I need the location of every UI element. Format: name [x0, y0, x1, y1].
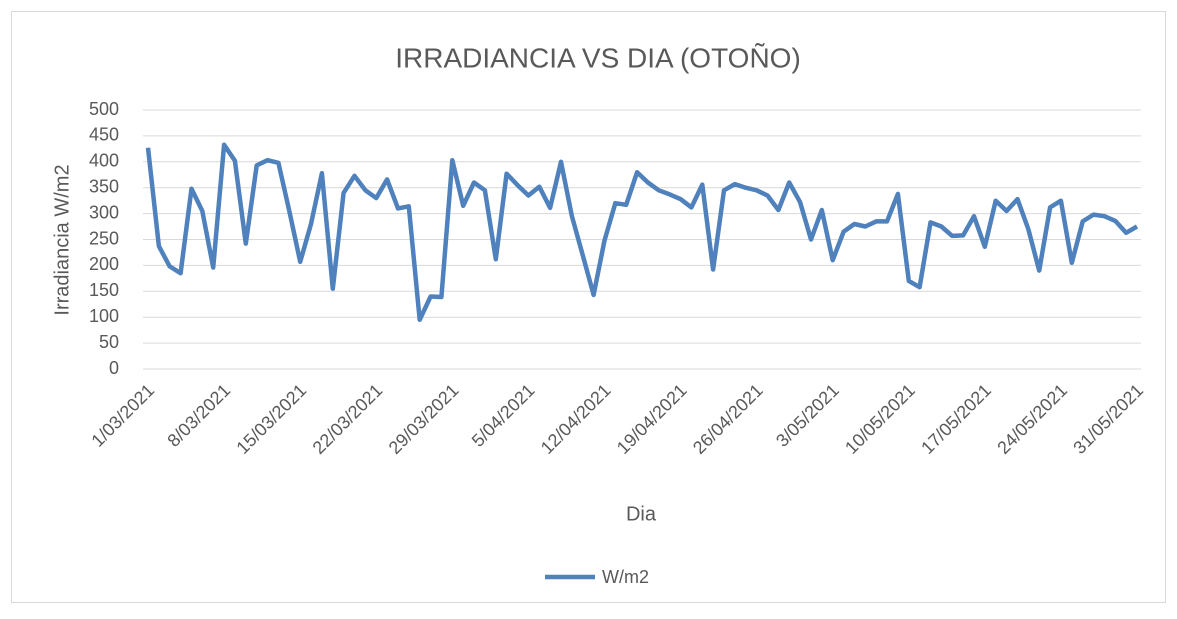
chart-border — [11, 11, 1166, 603]
y-tick-label: 300 — [89, 202, 119, 222]
x-axis-label: Dia — [626, 503, 657, 525]
y-tick-label: 250 — [89, 228, 119, 248]
y-axis-label: Irradiancia W/m2 — [51, 164, 73, 315]
chart-title: IRRADIANCIA VS DIA (OTOÑO) — [395, 42, 801, 73]
y-tick-label: 50 — [99, 332, 119, 352]
data-line — [145, 142, 1139, 323]
y-tick-label: 500 — [89, 99, 119, 119]
y-tick-label: 400 — [89, 151, 119, 171]
y-tick-label: 150 — [89, 280, 119, 300]
y-tick-label: 0 — [109, 358, 119, 378]
y-tick-label: 100 — [89, 306, 119, 326]
y-tick-label: 450 — [89, 125, 119, 145]
y-tick-label: 350 — [89, 176, 119, 196]
y-tick-label: 200 — [89, 254, 119, 274]
legend-label: W/m2 — [602, 567, 649, 587]
